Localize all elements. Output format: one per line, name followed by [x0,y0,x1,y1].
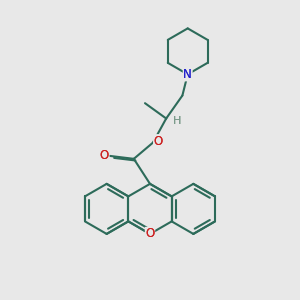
Text: O: O [100,149,109,162]
Text: H: H [173,116,182,126]
Text: O: O [146,227,154,240]
Text: H: H [173,116,182,126]
Text: N: N [183,68,192,81]
Text: O: O [154,135,163,148]
Text: O: O [146,227,154,240]
Text: N: N [183,68,192,81]
Text: O: O [100,149,109,162]
Text: O: O [154,135,163,148]
